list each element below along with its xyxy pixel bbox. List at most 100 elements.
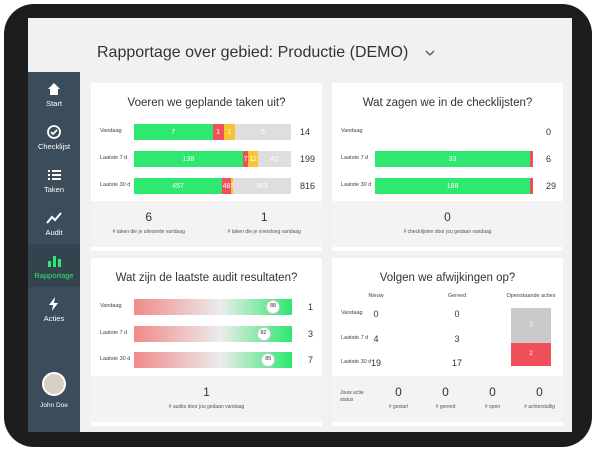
score-marker bbox=[266, 300, 281, 314]
segment-label: 12 bbox=[249, 156, 258, 163]
column-header: Nieuw bbox=[368, 293, 384, 299]
bar bbox=[375, 178, 530, 194]
row-total: 6 bbox=[546, 154, 552, 164]
bar-segment bbox=[134, 124, 213, 140]
column-header: Openstaande acties bbox=[506, 293, 556, 299]
row-total: 29 bbox=[546, 181, 557, 191]
sidebar-icon bbox=[45, 166, 63, 184]
score-label: 85 bbox=[265, 356, 272, 362]
sidebar-icon bbox=[45, 252, 63, 270]
panel-footer bbox=[332, 201, 563, 247]
bar-label: 33 bbox=[448, 156, 457, 163]
footer-value: 0 bbox=[442, 385, 449, 399]
user-name: John Doe bbox=[40, 402, 68, 409]
score-bar bbox=[134, 325, 292, 342]
segment-label: 48 bbox=[222, 183, 231, 190]
score-bar bbox=[134, 352, 292, 368]
footer-value: 0 bbox=[489, 385, 496, 399]
footer-label: # achterstallig bbox=[524, 404, 555, 410]
cell-value: 4 bbox=[373, 333, 379, 344]
row-total: 1 bbox=[308, 302, 314, 312]
cell-value: 0 bbox=[454, 309, 460, 319]
segment-label: 7 bbox=[171, 129, 176, 136]
bar-segment bbox=[232, 178, 291, 194]
cell-value: 17 bbox=[451, 358, 462, 368]
row-label: Vandaag bbox=[100, 128, 122, 134]
footer-value: 1 bbox=[260, 210, 268, 224]
footer-caption: Jouw actie status bbox=[340, 390, 364, 403]
sidebar-icon bbox=[45, 123, 63, 141]
segment-label: 7 bbox=[243, 156, 248, 163]
bar-segment bbox=[212, 124, 224, 140]
stack-label: 3 bbox=[529, 322, 533, 329]
cell-value: 19 bbox=[370, 358, 381, 368]
bar-segment bbox=[223, 124, 235, 140]
dropdown-icon bbox=[424, 46, 436, 58]
row-label: Laatste 30 d bbox=[100, 182, 131, 188]
bar-segment bbox=[221, 178, 232, 194]
row-label: Vandaag bbox=[341, 310, 363, 316]
row-total: 816 bbox=[300, 181, 316, 191]
panel-title: Wat zijn de laatste audit resultaten? bbox=[115, 272, 298, 284]
row-label: Laatste 30 d bbox=[341, 359, 372, 365]
score-bar bbox=[134, 299, 292, 315]
footer-value: 6 bbox=[145, 210, 153, 224]
bar-segment bbox=[234, 124, 291, 140]
bar-issue bbox=[530, 151, 533, 167]
row-label: Laatste 7 d bbox=[341, 155, 369, 161]
row-label: Laatste 7 d bbox=[100, 329, 128, 336]
stack-segment bbox=[511, 342, 551, 366]
panel-title: Volgen we afwijkingen op? bbox=[379, 272, 516, 284]
segment-label: 42 bbox=[270, 156, 279, 163]
bar-segment bbox=[134, 151, 243, 167]
bar-segment bbox=[248, 151, 258, 167]
footer-value: 0 bbox=[395, 385, 402, 399]
cell-value: 0 bbox=[373, 309, 379, 319]
bar-segment bbox=[242, 151, 249, 167]
sidebar-icon bbox=[45, 295, 63, 313]
bar-issue bbox=[530, 178, 533, 194]
footer-value: 0 bbox=[444, 210, 451, 224]
score-label: 82 bbox=[260, 329, 267, 336]
panel-title: Voeren we geplande taken uit? bbox=[127, 97, 286, 109]
footer-label: # gestart bbox=[388, 404, 409, 410]
column-header: Gereed bbox=[447, 293, 467, 299]
segment-label: 5 bbox=[261, 129, 265, 136]
footer-label: # audits door jou gedaan vandaag bbox=[168, 404, 245, 410]
row-label: Vandaag bbox=[100, 303, 122, 309]
page-title: Rapportage over gebied: Productie (DEMO) bbox=[97, 44, 409, 61]
panel-footer bbox=[91, 376, 322, 422]
footer-label: # taken die je oversloeg vandaag bbox=[227, 229, 301, 235]
segment-label: 1 bbox=[227, 129, 232, 136]
score-label: 88 bbox=[269, 303, 277, 309]
stack-segment bbox=[511, 308, 551, 343]
sidebar-item[interactable]: Rapportage bbox=[34, 271, 74, 280]
row-label: Laatste 30 d bbox=[341, 182, 372, 188]
sidebar-item[interactable]: Checklijst bbox=[37, 142, 71, 151]
stack-label: 2 bbox=[529, 351, 533, 358]
panel-title: Wat zagen we in de checklijsten? bbox=[362, 97, 533, 109]
sidebar-item[interactable]: Start bbox=[46, 99, 62, 108]
row-total: 14 bbox=[300, 127, 311, 137]
footer-value: 0 bbox=[536, 385, 543, 399]
avatar bbox=[42, 372, 66, 396]
bar-segment bbox=[231, 178, 233, 194]
row-total: 199 bbox=[300, 154, 316, 164]
sidebar-item[interactable]: Acties bbox=[43, 314, 65, 323]
row-label: Laatste 7 d bbox=[100, 155, 128, 161]
bar-segment bbox=[257, 151, 291, 167]
sidebar-icon bbox=[45, 209, 63, 227]
panel-footer bbox=[332, 376, 563, 422]
row-total: 0 bbox=[546, 127, 552, 137]
sidebar-item[interactable]: Audit bbox=[45, 228, 63, 237]
segment-label: 303 bbox=[255, 183, 268, 190]
row-label: Laatste 7 d bbox=[341, 334, 369, 341]
sidebar-item[interactable]: Taken bbox=[43, 185, 64, 194]
score-marker bbox=[256, 326, 271, 341]
panel-footer bbox=[91, 201, 322, 247]
bar bbox=[375, 151, 530, 167]
footer-label: # taken die je uitvoerde vandaag bbox=[112, 229, 185, 235]
row-label: Vandaag bbox=[341, 128, 363, 134]
